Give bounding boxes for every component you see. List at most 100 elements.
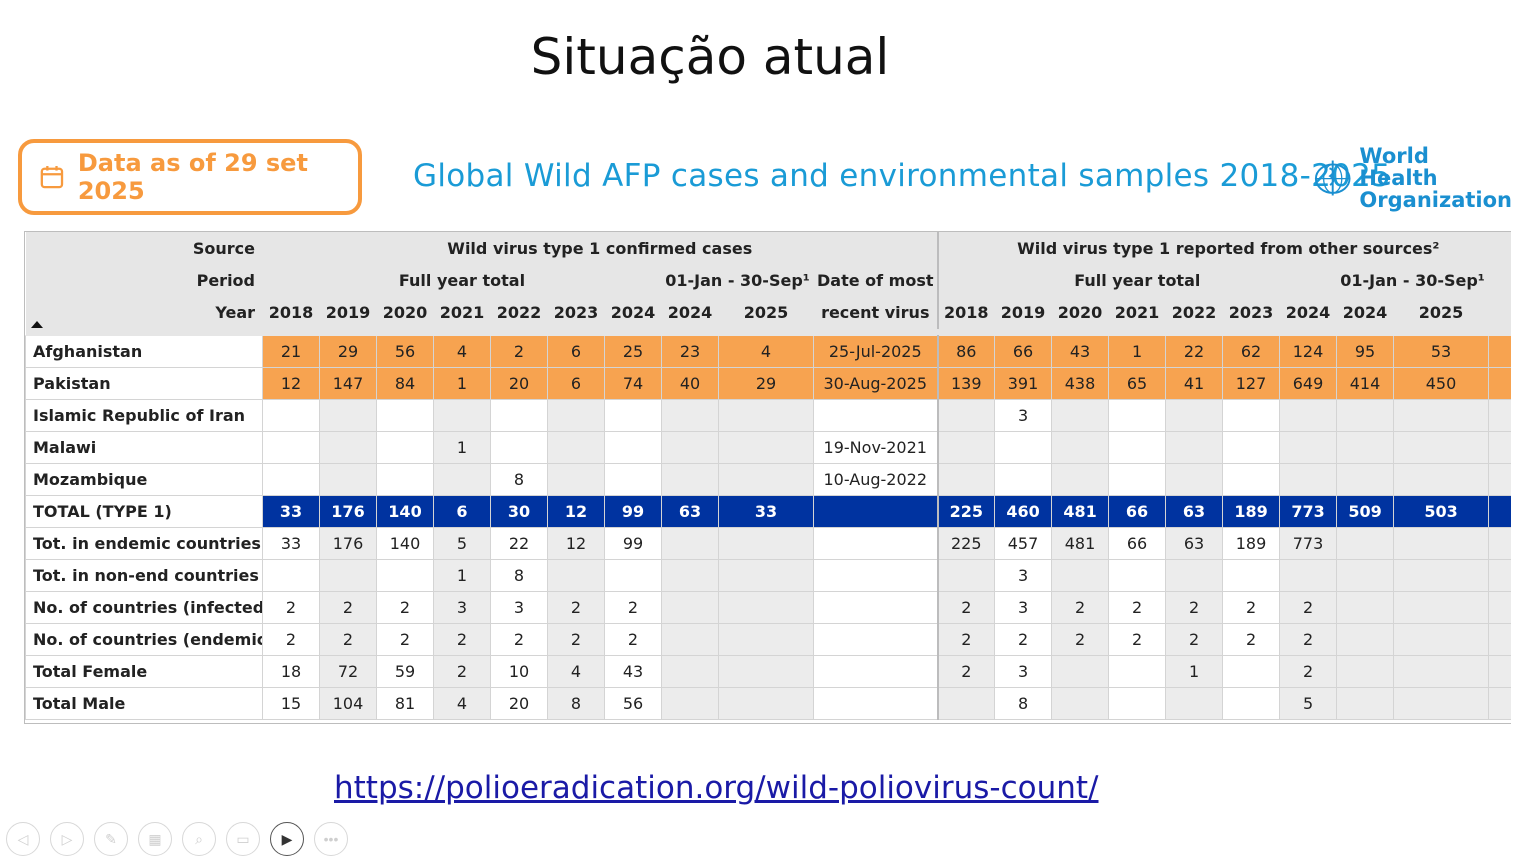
next-icon[interactable]: ▷ — [50, 822, 84, 856]
data-cell: 12 — [547, 527, 605, 560]
data-cell — [1336, 655, 1395, 688]
data-cell — [661, 463, 719, 496]
data-cell: 3 — [994, 591, 1053, 624]
data-cell: 63 — [661, 495, 719, 528]
data-cell — [1336, 527, 1395, 560]
data-cell: 127 — [1222, 367, 1281, 400]
date-cell: 25-Jul-2025 — [812, 335, 939, 368]
data-cell — [376, 559, 434, 592]
data-cell — [1393, 623, 1490, 656]
subtitles-icon[interactable]: ▭ — [226, 822, 260, 856]
data-cell: 2 — [604, 623, 662, 656]
data-cell — [1279, 399, 1338, 432]
data-cell — [1165, 431, 1224, 464]
data-cell — [1051, 655, 1110, 688]
data-cell: 12 — [262, 367, 320, 400]
data-cell: 2 — [376, 623, 434, 656]
date-cell — [812, 655, 939, 688]
data-cell — [262, 463, 320, 496]
data-table: Source Wild virus type 1 confirmed cases W… — [24, 231, 1511, 724]
header-spacer — [490, 328, 548, 336]
overflow-cell — [1488, 655, 1511, 688]
data-cell — [1108, 399, 1167, 432]
source-link[interactable]: https://polioeradication.org/wild-poliov… — [334, 770, 1099, 806]
data-cell: 95 — [1336, 335, 1395, 368]
data-cell: 2 — [433, 623, 491, 656]
data-cell: 2 — [1222, 591, 1281, 624]
data-cell: 8 — [994, 687, 1053, 720]
data-cell — [661, 655, 719, 688]
data-cell — [547, 399, 605, 432]
data-cell: 225 — [936, 527, 996, 560]
data-cell: 450 — [1393, 367, 1490, 400]
slides-icon[interactable]: ▦ — [138, 822, 172, 856]
data-cell: 460 — [994, 495, 1053, 528]
data-cell — [547, 463, 605, 496]
previous-icon[interactable]: ◁ — [6, 822, 40, 856]
data-cell: 189 — [1222, 527, 1281, 560]
camera-icon[interactable]: ▶ — [270, 822, 304, 856]
header-spacer — [1051, 328, 1110, 336]
data-cell: 2 — [936, 655, 996, 688]
data-cell — [376, 463, 434, 496]
table-row: Afghanistan 21 29 56 4 2 6 25 23 4 25-Jul-2025 86 66… — [25, 335, 1511, 368]
data-cell: 22 — [1165, 335, 1224, 368]
date-cell — [812, 623, 939, 656]
data-cell — [1336, 559, 1395, 592]
header-spacer — [812, 328, 939, 336]
pen-icon[interactable]: ✎ — [94, 822, 128, 856]
data-cell — [936, 687, 996, 720]
data-cell: 773 — [1279, 527, 1338, 560]
source-label: Source — [25, 232, 263, 265]
overflow-cell — [1488, 495, 1511, 528]
data-cell — [1165, 399, 1224, 432]
row-label: Total Male — [25, 687, 263, 720]
data-cell: 4 — [433, 687, 491, 720]
data-cell: 140 — [376, 495, 434, 528]
date-most-recent-header-1: Date of most — [812, 264, 939, 297]
data-cell: 84 — [376, 367, 434, 400]
data-cell — [1336, 463, 1395, 496]
data-cell — [936, 463, 996, 496]
data-cell: 29 — [319, 335, 377, 368]
data-cell — [376, 399, 434, 432]
sort-arrow-icon[interactable] — [31, 321, 43, 328]
data-cell: 6 — [547, 335, 605, 368]
data-cell — [1393, 463, 1490, 496]
data-cell: 1 — [433, 367, 491, 400]
data-cell: 4 — [547, 655, 605, 688]
group-header-confirmed: Wild virus type 1 confirmed cases — [261, 232, 939, 265]
data-cell: 63 — [1165, 495, 1224, 528]
year-header: 2020 — [376, 296, 434, 329]
row-label: Islamic Republic of Iran — [25, 399, 263, 432]
overflow-cell — [1488, 591, 1511, 624]
data-cell: 2 — [1108, 591, 1167, 624]
data-cell — [1336, 687, 1395, 720]
data-cell: 1 — [1108, 335, 1167, 368]
data-cell: 5 — [1279, 687, 1338, 720]
data-cell: 56 — [376, 335, 434, 368]
data-cell: 2 — [262, 623, 320, 656]
data-cell: 3 — [994, 399, 1053, 432]
data-cell — [1051, 399, 1110, 432]
data-cell — [936, 431, 996, 464]
date-cell — [812, 527, 939, 560]
header-spacer — [25, 328, 263, 336]
data-cell: 147 — [319, 367, 377, 400]
data-cell — [1279, 559, 1338, 592]
group-header-other-sources: Wild virus type 1 reported from other so… — [936, 232, 1511, 265]
row-label: No. of countries (infected) — [25, 591, 263, 624]
date-cell: 19-Nov-2021 — [812, 431, 939, 464]
more-icon[interactable]: ••• — [314, 822, 348, 856]
year-header: 2022 — [490, 296, 548, 329]
date-cell — [812, 687, 939, 720]
data-cell — [718, 623, 814, 656]
zoom-icon[interactable]: ⌕ — [182, 822, 216, 856]
period-partial: 01-Jan - 30-Sep¹ — [661, 264, 814, 297]
data-cell — [1222, 399, 1281, 432]
data-cell: 140 — [376, 527, 434, 560]
data-cell: 2 — [604, 591, 662, 624]
table-row: Tot. in non-end countries 1 8 3 — [25, 559, 1511, 592]
data-cell — [433, 399, 491, 432]
data-cell: 2 — [1108, 623, 1167, 656]
